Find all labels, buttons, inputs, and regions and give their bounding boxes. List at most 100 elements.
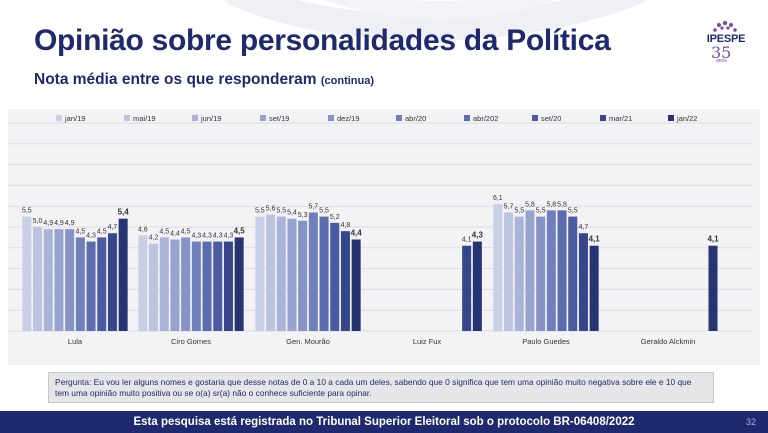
data-label: 5,2 (330, 214, 340, 221)
subtitle-text: Nota média entre os que responderam (34, 71, 317, 88)
bar (557, 210, 567, 331)
bar (107, 233, 117, 331)
data-label: 5,5 (568, 208, 578, 215)
bar (255, 216, 265, 331)
bar (472, 241, 482, 331)
category-label: Geraldo Alckmin (641, 337, 696, 346)
legend-label: mai/19 (133, 114, 156, 123)
data-label: 4,1 (589, 235, 601, 244)
bar (191, 241, 201, 331)
background-swirl-decoration (224, 0, 645, 41)
data-label: 4,5 (97, 228, 107, 235)
bar (340, 231, 350, 331)
bar (234, 237, 244, 331)
ipespe-logo-icon (713, 20, 737, 32)
category-label: Gen. Mourão (286, 337, 330, 346)
data-label: 4,1 (707, 235, 719, 244)
data-label: 4,4 (170, 230, 180, 237)
legend-swatch (328, 115, 334, 121)
bar (138, 235, 148, 331)
chart-panel (8, 109, 760, 365)
data-label: 5,3 (298, 212, 308, 219)
bar (266, 214, 276, 331)
legend-swatch (600, 115, 606, 121)
bar (578, 233, 588, 331)
data-label: 4,5 (75, 228, 85, 235)
bar (708, 245, 718, 331)
data-label: 4,5 (234, 226, 246, 235)
bar (568, 216, 578, 331)
data-label: 4,5 (181, 228, 191, 235)
data-label: 6,1 (493, 195, 503, 202)
legend-label: abr/20 (405, 114, 426, 123)
subtitle-note: (continua) (320, 75, 375, 87)
data-label: 4,3 (213, 233, 223, 240)
bar (536, 216, 546, 331)
bar (75, 237, 85, 331)
data-label: 4,2 (149, 235, 159, 242)
legend-swatch (396, 115, 402, 121)
bar (97, 237, 107, 331)
logo-years: 35 (711, 43, 732, 62)
legend-label: set/19 (269, 114, 289, 123)
data-label: 5,0 (33, 218, 43, 225)
data-label: 4,5 (159, 228, 169, 235)
category-label: Ciro Gomes (171, 337, 211, 346)
data-label: 5,5 (514, 208, 524, 215)
logo-years-label: anos (716, 58, 727, 64)
bar (149, 243, 159, 331)
bar (22, 216, 32, 331)
bar (223, 241, 233, 331)
footer-registration-text: Esta pesquisa está registrada no Tribuna… (133, 416, 635, 428)
data-label: 4,1 (462, 237, 472, 244)
bar (525, 210, 535, 331)
data-label: 5,7 (308, 203, 318, 210)
bar (86, 241, 96, 331)
bar (170, 239, 180, 331)
category-label: Paulo Guedes (522, 337, 570, 346)
legend-swatch (532, 115, 538, 121)
bar (181, 237, 191, 331)
legend-swatch (260, 115, 266, 121)
data-label: 5,4 (287, 210, 297, 217)
data-label: 4,8 (341, 222, 351, 229)
bar (308, 212, 318, 331)
page-title: Opinião sobre personalidades da Política (34, 24, 611, 57)
data-label: 4,6 (138, 226, 148, 233)
legend-swatch (192, 115, 198, 121)
data-label: 5,5 (319, 208, 329, 215)
bar (514, 216, 524, 331)
survey-question-box: Pergunta: Eu vou ler alguns nomes e gost… (48, 372, 714, 403)
data-label: 4,3 (191, 233, 201, 240)
data-label: 4,9 (43, 220, 53, 227)
legend-swatch (668, 115, 674, 121)
bar (287, 218, 297, 331)
bar (462, 245, 472, 331)
bar (65, 229, 75, 331)
bar (43, 229, 53, 331)
bar (589, 245, 599, 331)
data-label: 5,5 (536, 208, 546, 215)
bar (330, 222, 340, 331)
bar (118, 218, 128, 331)
bar-chart: jan/19 mai/19 jun/19 set/19 dez/19 abr/20 abr/… (8, 114, 752, 346)
data-label: 4,3 (86, 233, 96, 240)
bar (351, 239, 361, 331)
page-number: 32 (745, 417, 756, 427)
data-label: 5,8 (557, 201, 567, 208)
data-label: 4,9 (65, 220, 75, 227)
category-label: Luiz Fux (413, 337, 442, 346)
bar (159, 237, 169, 331)
data-label: 4,3 (224, 233, 234, 240)
legend-label: jan/19 (64, 114, 85, 123)
footer-bar: Esta pesquisa está registrada no Tribuna… (0, 411, 768, 433)
logo-name: IPESPE (706, 33, 746, 45)
category-label: Lula (68, 337, 83, 346)
legend-swatch (124, 115, 130, 121)
data-label: 5,8 (546, 201, 556, 208)
legend-label: abr/202 (473, 114, 498, 123)
data-label: 5,8 (525, 201, 535, 208)
legend-label: mar/21 (609, 114, 632, 123)
data-label: 5,4 (118, 208, 130, 217)
legend-label: set/20 (541, 114, 561, 123)
